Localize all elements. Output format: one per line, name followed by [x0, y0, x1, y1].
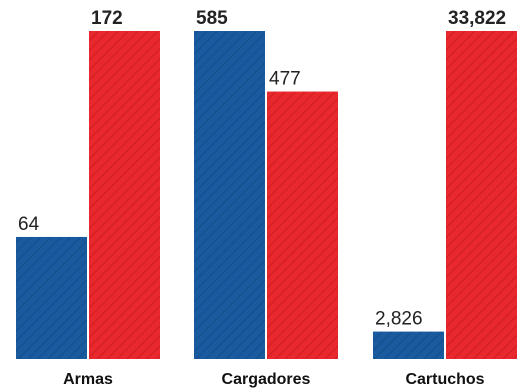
value-label-armas-1: 172 [91, 8, 123, 29]
bar-armas-0 [16, 236, 87, 359]
labels-layer: 64 172 Armas 585 477 Cargadores 2,826 33,822 Car… [18, 8, 506, 388]
bar-cartuchos-0 [373, 331, 444, 359]
category-label-cargadores: Cargadores [222, 371, 311, 388]
value-label-cargadores-1: 477 [269, 69, 301, 90]
value-label-armas-0: 64 [18, 214, 40, 235]
bar-cartuchos-1 [446, 31, 517, 359]
value-label-cartuchos-1: 33,822 [448, 8, 506, 29]
value-label-cartuchos-0: 2,826 [375, 309, 423, 330]
bars-layer [16, 31, 517, 360]
category-label-cartuchos: Cartuchos [405, 371, 484, 388]
category-label-armas: Armas [63, 371, 113, 388]
bar-armas-1 [89, 31, 160, 359]
bar-cargadores-1 [267, 91, 338, 360]
bar-cargadores-0 [194, 31, 265, 359]
value-label-cargadores-0: 585 [196, 8, 228, 29]
